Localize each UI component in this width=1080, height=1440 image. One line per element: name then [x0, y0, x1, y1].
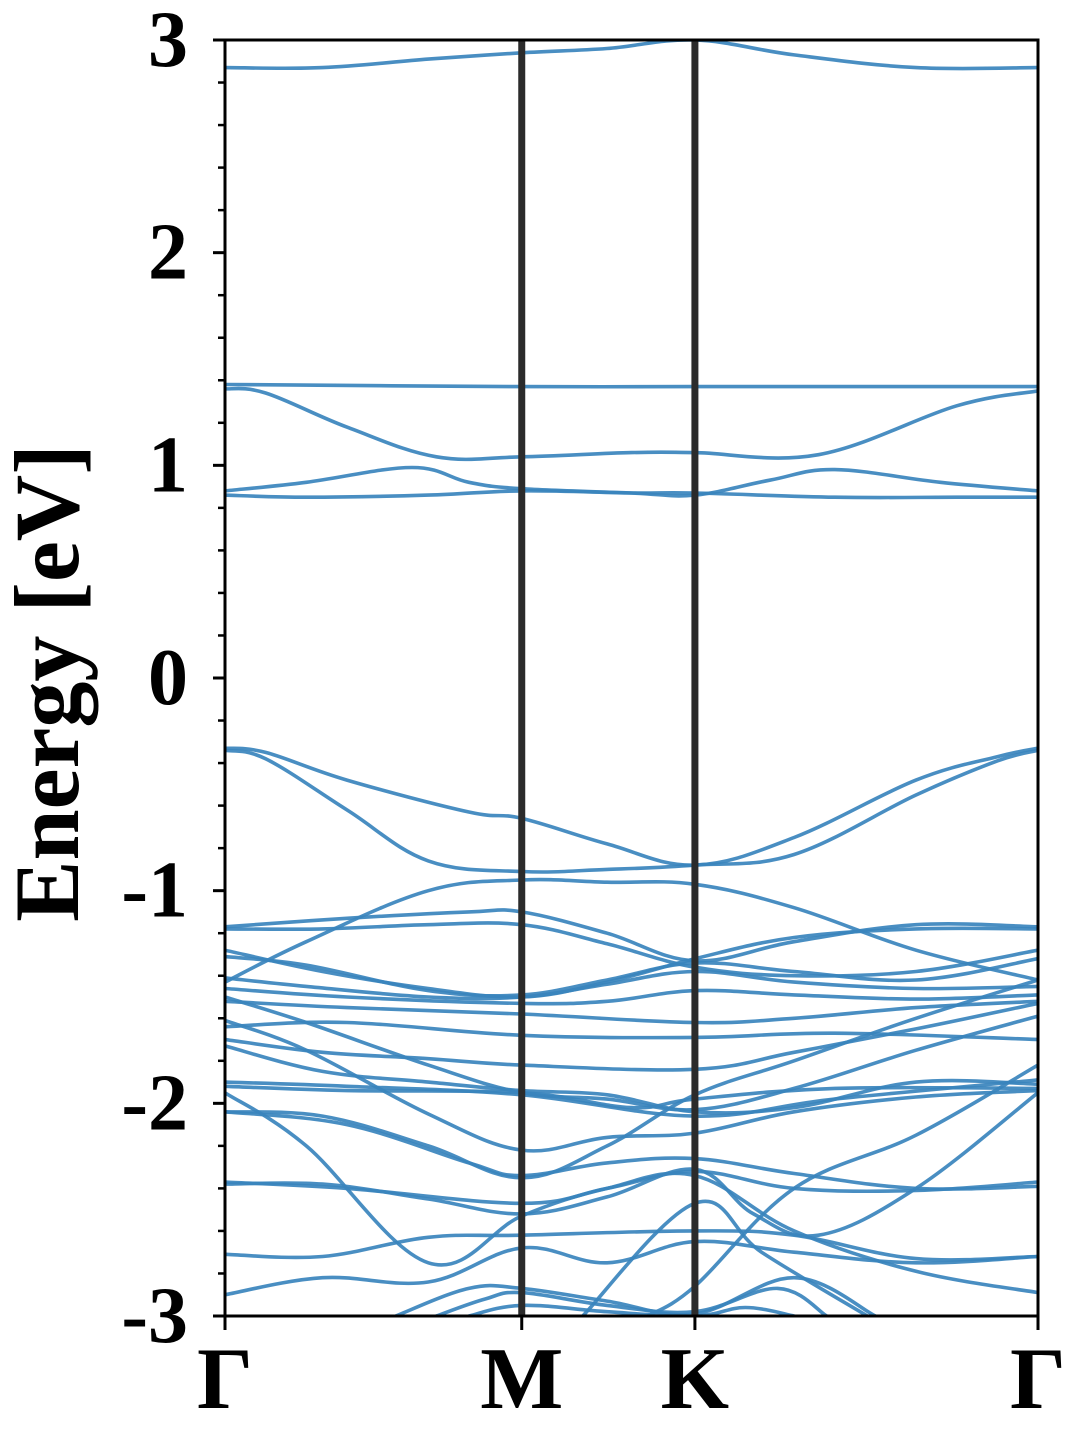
band-line-14 — [225, 986, 1038, 1006]
x-tick-label: M — [480, 1331, 563, 1428]
y-tick-label: 3 — [148, 0, 188, 84]
y-tick-label: 2 — [148, 209, 188, 297]
band-line-12 — [225, 954, 1038, 998]
band-line-23 — [225, 978, 1038, 1180]
x-tick-label: Γ — [1010, 1331, 1066, 1428]
band-line-21 — [225, 1084, 1038, 1110]
band-line-18 — [225, 995, 1038, 1112]
band-line-31 — [434, 1286, 829, 1316]
band-lines — [225, 40, 1038, 1316]
y-tick-label: -2 — [121, 1059, 188, 1147]
band-line-10 — [225, 921, 1038, 978]
band-line-9 — [225, 908, 1038, 963]
band-line-22 — [225, 1018, 1038, 1153]
x-tick-label: K — [661, 1331, 729, 1428]
band-line-8 — [225, 877, 1038, 984]
band-line-29 — [225, 1239, 1038, 1297]
band-line-7 — [225, 748, 1038, 874]
band-line-27 — [225, 1090, 1038, 1295]
y-axis-ticks: 3 2 1 0 -1 -2 -3 — [121, 0, 225, 1360]
band-line-6 — [225, 746, 1038, 867]
y-tick-label: -3 — [121, 1272, 188, 1360]
band-line-17 — [225, 1001, 1038, 1072]
y-axis-label: Energy [eV] — [0, 444, 98, 922]
high-symmetry-lines — [518, 40, 699, 1316]
band-line-26 — [225, 1090, 1038, 1238]
band-line-3 — [225, 386, 1038, 462]
band-line-13 — [225, 969, 1038, 1001]
band-line-20 — [225, 1078, 1038, 1118]
band-line-28 — [225, 1229, 1038, 1262]
x-tick-label: Γ — [197, 1331, 253, 1428]
band-line-5 — [225, 489, 1038, 500]
y-tick-label: 1 — [148, 421, 188, 509]
band-line-16 — [225, 1020, 1038, 1042]
band-line-30 — [393, 1275, 878, 1316]
band-line-15 — [225, 999, 1038, 1025]
band-line-33 — [580, 1199, 870, 1316]
band-line-2 — [225, 382, 1038, 389]
band-line-24 — [225, 1110, 1038, 1191]
y-tick-label: -1 — [121, 847, 188, 935]
y-tick-label: 0 — [148, 634, 188, 722]
band-line-1 — [225, 40, 1038, 71]
